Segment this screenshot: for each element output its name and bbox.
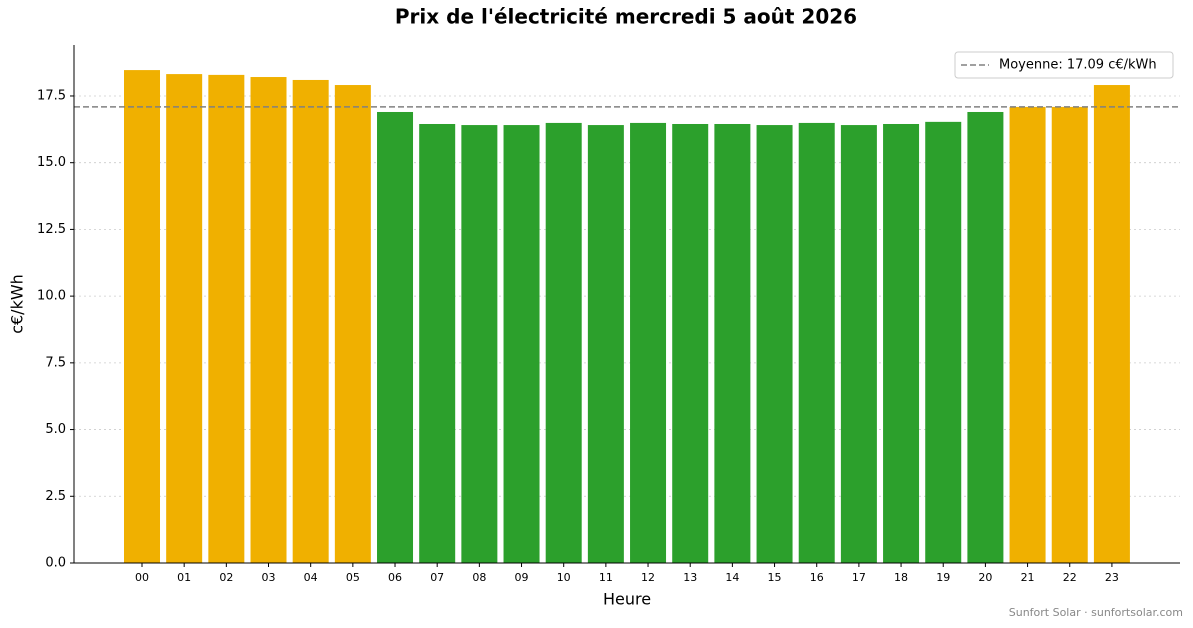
- x-tick-label: 16: [810, 571, 824, 584]
- bar: [250, 77, 287, 564]
- bar: [208, 74, 245, 564]
- x-tick-label: 21: [1021, 571, 1035, 584]
- bar: [1051, 106, 1088, 563]
- chart-title: Prix de l'électricité mercredi 5 août 20…: [395, 5, 857, 29]
- bar: [587, 125, 624, 563]
- bar: [334, 85, 371, 563]
- bar: [798, 122, 835, 563]
- bar: [1093, 85, 1130, 563]
- y-axis-label: c€/kWh: [8, 274, 27, 334]
- x-tick-label: 19: [936, 571, 950, 584]
- bar: [925, 121, 962, 564]
- legend-box: [954, 51, 1174, 79]
- bar: [377, 111, 414, 564]
- bar: [714, 123, 751, 564]
- x-tick-label: 10: [557, 571, 571, 584]
- bar: [840, 125, 877, 563]
- footer: Sunfort Solar · sunfortsolar.com: [1009, 606, 1183, 619]
- x-tick-label: 23: [1105, 571, 1119, 584]
- x-tick-label: 07: [430, 571, 444, 584]
- x-tick-label: 03: [262, 571, 276, 584]
- bar: [883, 123, 920, 564]
- y-tick-label: 17.5: [37, 88, 66, 103]
- bar: [545, 122, 582, 563]
- bar: [503, 125, 540, 563]
- x-tick-label: 22: [1063, 571, 1077, 584]
- bar: [672, 123, 709, 564]
- bar: [967, 111, 1004, 564]
- legend-label: Moyenne: 17.09 c€/kWh: [999, 58, 1157, 73]
- x-tick-label: 14: [725, 571, 739, 584]
- x-tick-label: 13: [683, 571, 697, 584]
- y-tick-label: 0.0: [45, 556, 66, 571]
- x-tick-label: 11: [599, 571, 613, 584]
- bar: [1009, 106, 1046, 563]
- bar: [419, 123, 456, 564]
- y-tick-label: 12.5: [37, 222, 66, 237]
- y-tick-label: 5.0: [45, 422, 66, 437]
- bar: [756, 125, 793, 563]
- x-tick-label: 09: [515, 571, 529, 584]
- x-tick-label: 02: [219, 571, 233, 584]
- bar: [292, 79, 329, 563]
- x-tick-label: 17: [852, 571, 866, 584]
- x-tick-label: 20: [978, 571, 992, 584]
- x-tick-label: 08: [472, 571, 486, 584]
- bar: [124, 70, 160, 564]
- bar: [630, 122, 667, 563]
- x-tick-label: 04: [304, 571, 318, 584]
- x-tick-label: 18: [894, 571, 908, 584]
- legend: Moyenne: 17.09 c€/kWh: [954, 51, 1174, 79]
- y-tick-label: 15.0: [37, 155, 66, 170]
- x-tick-label: 05: [346, 571, 360, 584]
- x-tick-label: 06: [388, 571, 402, 584]
- x-tick-label: 15: [768, 571, 782, 584]
- bar: [166, 74, 203, 564]
- x-tick-label: 00: [135, 571, 149, 584]
- x-axis-label: Heure: [603, 590, 651, 609]
- y-tick-label: 2.5: [45, 489, 66, 504]
- x-tick-label: 12: [641, 571, 655, 584]
- x-tick-label: 01: [177, 571, 191, 584]
- y-tick-label: 7.5: [45, 355, 66, 370]
- y-tick-label: 10.0: [37, 289, 66, 304]
- bar: [461, 125, 498, 563]
